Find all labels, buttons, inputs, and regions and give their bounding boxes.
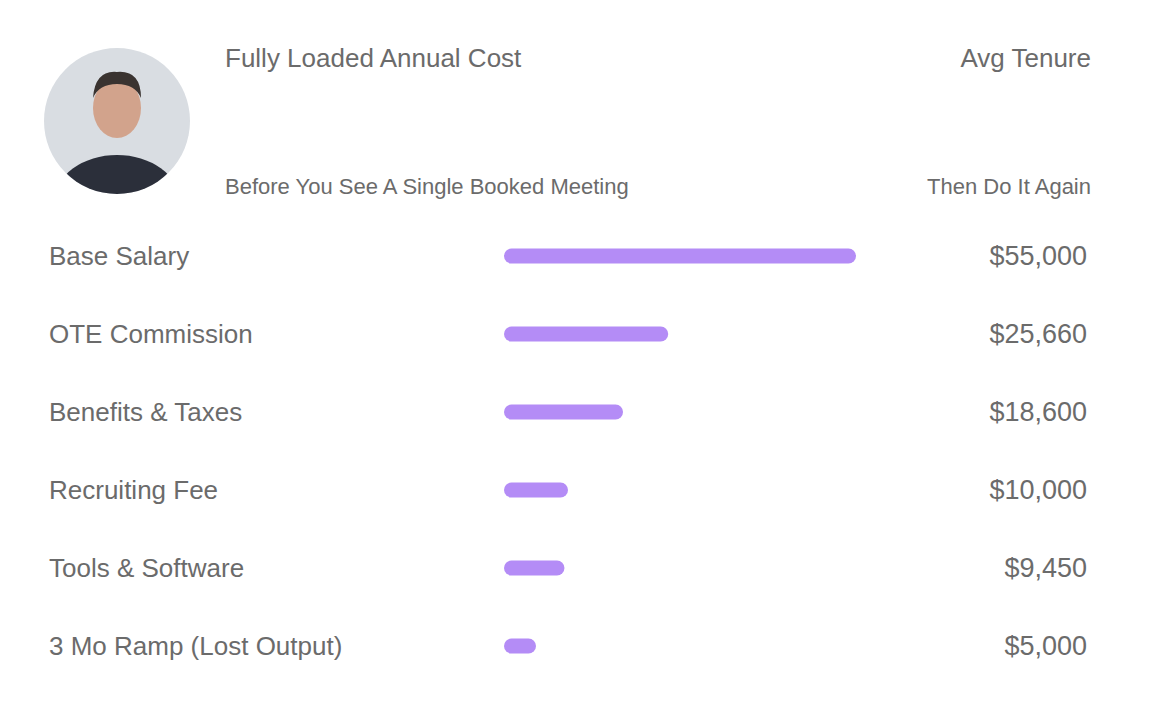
data-label: $10,000 bbox=[989, 475, 1087, 505]
subtitle: Before You See A Single Booked Meeting bbox=[225, 174, 629, 199]
bar bbox=[504, 639, 536, 654]
category-labels: Base Salary OTE Commission Benefits & Taxe… bbox=[49, 241, 342, 661]
category-label: OTE Commission bbox=[49, 319, 253, 349]
avatar-hair bbox=[93, 72, 141, 98]
data-label: $9,450 bbox=[1004, 553, 1087, 583]
bar bbox=[504, 483, 568, 498]
bar bbox=[504, 561, 564, 576]
avatar bbox=[44, 48, 190, 245]
title: Fully Loaded Annual Cost bbox=[225, 43, 522, 73]
category-label: Base Salary bbox=[49, 241, 189, 271]
data-label: $25,660 bbox=[989, 319, 1087, 349]
category-label: 3 Mo Ramp (Lost Output) bbox=[49, 631, 342, 661]
category-label: Benefits & Taxes bbox=[49, 397, 242, 427]
avatar-body bbox=[55, 155, 179, 245]
data-label: $5,000 bbox=[1004, 631, 1087, 661]
bars bbox=[504, 249, 856, 654]
bar bbox=[504, 249, 856, 264]
annotation: Then Do It Again bbox=[927, 174, 1091, 199]
category-label: Recruiting Fee bbox=[49, 475, 218, 505]
data-label: $18,600 bbox=[989, 397, 1087, 427]
data-labels: $55,000 $25,660 $18,600 $10,000 $9,450 $5,000 bbox=[989, 241, 1087, 661]
bar bbox=[504, 405, 623, 420]
category-label: Tools & Software bbox=[49, 553, 244, 583]
annotation: Avg Tenure bbox=[960, 43, 1091, 73]
chart: Fully Loaded Annual Cost Before You See A… bbox=[0, 0, 1150, 704]
bar bbox=[504, 327, 668, 342]
data-label: $55,000 bbox=[989, 241, 1087, 271]
